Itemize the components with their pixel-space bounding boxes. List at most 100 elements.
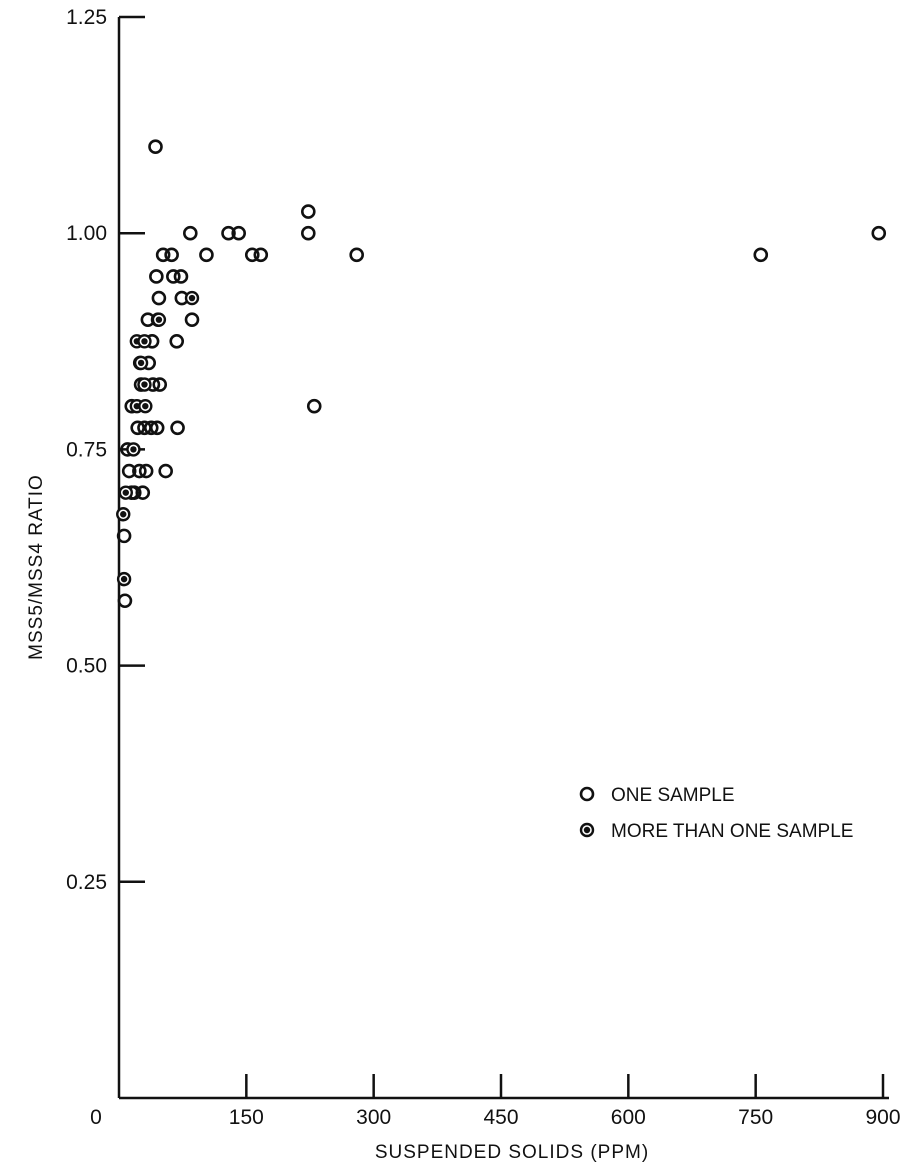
filled-center-mark [130, 446, 137, 453]
open-circle-mark [152, 377, 168, 392]
x-tick-label: 150 [229, 1106, 264, 1129]
open-circle-mark [164, 247, 179, 263]
y-tick-label: 1.25 [66, 6, 107, 29]
data-point [126, 442, 141, 457]
open-circle-mark [132, 463, 147, 479]
open-circle-mark [158, 463, 173, 479]
data-point [301, 204, 316, 219]
open-circle-mark [143, 420, 159, 436]
series-more-than-one-sample [116, 290, 200, 587]
data-point [155, 247, 171, 263]
open-circle-mark [579, 786, 595, 802]
open-circle-mark [231, 225, 246, 241]
data-point [871, 225, 887, 241]
x-axis-title: SUSPENDED SOLIDS (PPM) [375, 1142, 649, 1163]
data-point [753, 247, 769, 263]
data-point [158, 463, 173, 479]
open-circle-mark [121, 463, 137, 479]
open-circle-mark [183, 225, 198, 241]
filled-center-mark [142, 402, 149, 410]
filled-center-mark [120, 511, 127, 518]
open-circle-mark [753, 247, 769, 263]
filled-center-mark [141, 381, 148, 388]
open-circle-mark [130, 420, 145, 436]
open-circle-mark [166, 269, 181, 284]
y-tick-label: 0.25 [66, 871, 107, 894]
filled-center-mark [155, 316, 163, 323]
data-point [221, 225, 236, 241]
data-point [148, 139, 163, 155]
data-point [306, 398, 322, 414]
x-tick-label: 900 [865, 1106, 900, 1129]
data-points [116, 139, 887, 609]
filled-center-mark [188, 294, 196, 302]
open-circle-mark [244, 247, 260, 263]
legend-marker [579, 786, 595, 802]
x-tick-label: 750 [738, 1106, 773, 1129]
x-tick-label: 300 [356, 1106, 391, 1129]
open-circle-mark [116, 528, 132, 544]
data-point [116, 507, 131, 522]
open-circle-mark [173, 269, 189, 284]
legend-label: MORE THAN ONE SAMPLE [611, 821, 853, 842]
open-circle-mark [199, 247, 214, 263]
data-point [173, 269, 189, 284]
legend: ONE SAMPLE MORE THAN ONE SAMPLE [579, 785, 853, 842]
x-tick-label: 0 [90, 1106, 102, 1129]
data-point [117, 593, 133, 609]
data-point [116, 571, 132, 587]
data-point [152, 377, 168, 392]
data-point [132, 463, 147, 479]
data-point [231, 225, 246, 241]
open-circle-mark [301, 225, 316, 241]
filled-center-mark [137, 359, 145, 367]
data-point [301, 225, 316, 241]
open-circle-mark [301, 204, 316, 219]
data-point [183, 225, 198, 241]
filled-center-mark [122, 489, 129, 496]
open-circle-mark [138, 463, 154, 479]
open-circle-mark [117, 593, 133, 609]
x-tick-label: 600 [611, 1106, 646, 1129]
open-circle-mark [149, 420, 165, 436]
data-point [151, 312, 167, 327]
open-circle-mark [221, 225, 236, 241]
data-point [149, 269, 164, 284]
filled-center-mark [120, 575, 128, 583]
open-circle-mark [253, 247, 269, 263]
open-circle-mark [306, 398, 322, 414]
data-point [138, 398, 153, 414]
data-point [138, 463, 154, 479]
data-point [133, 355, 149, 371]
data-point [137, 334, 152, 349]
data-point [151, 290, 167, 306]
open-circle-mark [151, 290, 167, 306]
data-point [184, 290, 200, 306]
data-point [184, 312, 200, 327]
data-point [130, 420, 145, 436]
x-ticks: 0 150 300 450 600 750 900 [90, 1074, 901, 1129]
data-point [244, 247, 260, 263]
open-circle-mark [349, 247, 364, 263]
data-point [169, 333, 185, 349]
y-ticks: 0.25 0.50 0.75 1.00 1.25 [66, 6, 145, 894]
data-point [121, 463, 137, 479]
x-tick-label: 450 [483, 1106, 518, 1129]
open-circle-mark [170, 420, 185, 436]
data-point [149, 420, 165, 436]
data-point [349, 247, 364, 263]
data-point [253, 247, 269, 263]
legend-label: ONE SAMPLE [611, 785, 735, 806]
data-point [137, 377, 152, 392]
filled-center-mark [583, 826, 591, 834]
filled-center-mark [141, 338, 148, 345]
data-point [199, 247, 214, 263]
open-circle-mark [169, 333, 185, 349]
y-tick-label: 1.00 [66, 222, 107, 245]
y-tick-label: 0.75 [66, 438, 107, 461]
open-circle-mark [148, 139, 163, 155]
open-circle-mark [149, 269, 164, 284]
data-point [164, 247, 179, 263]
data-point [170, 420, 185, 436]
